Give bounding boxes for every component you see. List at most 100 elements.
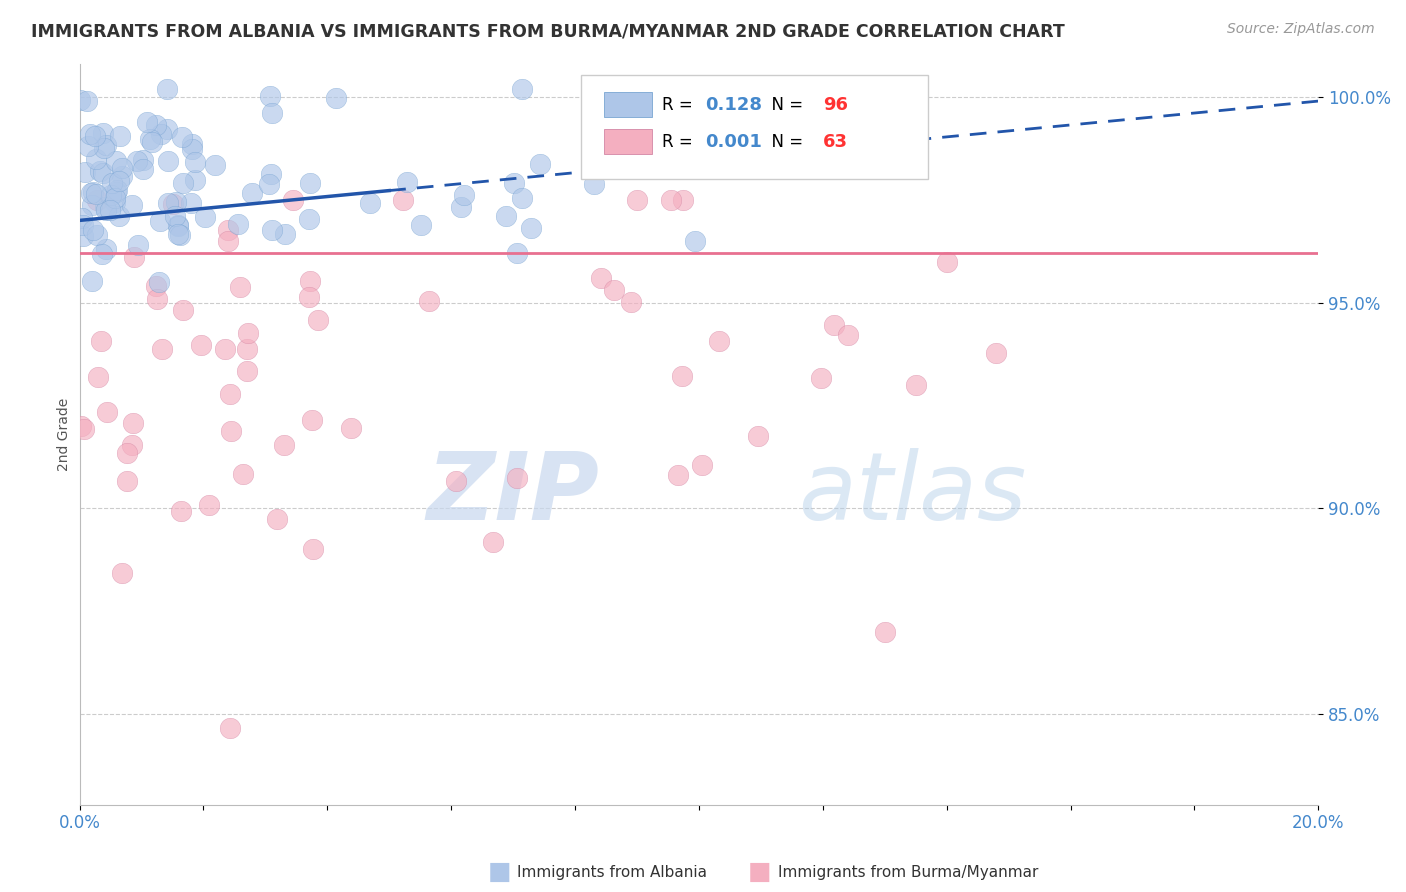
Point bbox=[94, 202, 117, 217]
Point bbox=[104, 191, 127, 205]
Point bbox=[603, 283, 626, 297]
Point bbox=[73, 165, 96, 179]
Point bbox=[242, 186, 264, 201]
Point bbox=[82, 185, 104, 199]
Point bbox=[238, 326, 260, 341]
Point bbox=[94, 200, 117, 214]
Point bbox=[180, 196, 202, 211]
Point bbox=[98, 202, 121, 217]
Text: R =: R = bbox=[662, 133, 697, 151]
Point bbox=[873, 624, 896, 639]
Point bbox=[217, 234, 239, 248]
Point bbox=[229, 280, 252, 294]
FancyBboxPatch shape bbox=[603, 129, 652, 154]
Point bbox=[190, 338, 212, 352]
Point bbox=[984, 346, 1007, 360]
Text: Immigrants from Albania: Immigrants from Albania bbox=[517, 865, 707, 880]
Point bbox=[162, 197, 184, 211]
Point bbox=[503, 176, 526, 190]
Point bbox=[395, 175, 418, 189]
Point bbox=[198, 498, 221, 512]
Point bbox=[80, 186, 103, 201]
Point bbox=[148, 275, 170, 289]
Point bbox=[172, 302, 194, 317]
Point bbox=[520, 220, 543, 235]
Point bbox=[132, 153, 155, 167]
Text: 0.128: 0.128 bbox=[704, 95, 762, 114]
Point bbox=[72, 228, 94, 243]
Point bbox=[111, 566, 134, 580]
Point bbox=[359, 195, 381, 210]
Point bbox=[273, 438, 295, 452]
Point bbox=[453, 188, 475, 202]
Point bbox=[111, 169, 134, 183]
FancyBboxPatch shape bbox=[581, 75, 928, 179]
Point bbox=[80, 274, 103, 288]
Point bbox=[620, 145, 643, 160]
Point bbox=[72, 218, 94, 232]
Point bbox=[170, 130, 193, 145]
Point bbox=[155, 81, 177, 95]
Point bbox=[325, 91, 347, 105]
Point bbox=[666, 467, 689, 482]
Point bbox=[141, 135, 163, 149]
Text: 96: 96 bbox=[823, 95, 848, 114]
Point bbox=[84, 186, 107, 201]
Point bbox=[266, 512, 288, 526]
Point bbox=[104, 185, 127, 199]
Point bbox=[392, 193, 415, 207]
Point bbox=[235, 364, 257, 378]
Point bbox=[83, 129, 105, 144]
Point bbox=[659, 193, 682, 207]
Point bbox=[117, 446, 139, 460]
Point bbox=[301, 413, 323, 427]
Point bbox=[823, 318, 845, 333]
Point bbox=[115, 475, 138, 489]
Point bbox=[91, 126, 114, 140]
Point bbox=[89, 163, 111, 178]
Text: Immigrants from Burma/Myanmar: Immigrants from Burma/Myanmar bbox=[778, 865, 1038, 880]
Point bbox=[86, 228, 108, 243]
Point bbox=[214, 342, 236, 356]
Point bbox=[76, 138, 98, 153]
Point bbox=[589, 271, 612, 285]
Point bbox=[149, 214, 172, 228]
Point bbox=[136, 114, 159, 128]
Point bbox=[181, 137, 204, 152]
Point bbox=[103, 194, 125, 209]
Point bbox=[226, 217, 249, 231]
Point bbox=[236, 342, 259, 356]
Point bbox=[510, 191, 533, 205]
Point bbox=[149, 127, 172, 141]
Point bbox=[69, 93, 91, 107]
Point bbox=[111, 161, 134, 175]
Point bbox=[259, 89, 281, 103]
Point bbox=[121, 198, 143, 212]
Point bbox=[450, 200, 472, 214]
Point bbox=[301, 541, 323, 556]
Point bbox=[810, 371, 832, 385]
Point bbox=[105, 183, 128, 197]
Point bbox=[100, 187, 122, 202]
Text: ZIP: ZIP bbox=[427, 448, 600, 540]
Point bbox=[411, 218, 433, 232]
Point bbox=[101, 176, 124, 190]
Point bbox=[626, 193, 648, 207]
Text: Source: ZipAtlas.com: Source: ZipAtlas.com bbox=[1227, 22, 1375, 37]
Point bbox=[167, 227, 190, 242]
Point bbox=[529, 157, 551, 171]
Text: N =: N = bbox=[761, 133, 808, 151]
Point bbox=[145, 118, 167, 132]
Point bbox=[145, 279, 167, 293]
Point bbox=[157, 154, 180, 169]
Point bbox=[139, 132, 162, 146]
Point bbox=[94, 138, 117, 153]
Point bbox=[125, 154, 148, 169]
Y-axis label: 2nd Grade: 2nd Grade bbox=[58, 398, 72, 471]
Point bbox=[506, 245, 529, 260]
Point bbox=[76, 95, 98, 109]
Point bbox=[156, 196, 179, 211]
Point bbox=[217, 223, 239, 237]
Point bbox=[108, 128, 131, 143]
Point bbox=[281, 193, 304, 207]
